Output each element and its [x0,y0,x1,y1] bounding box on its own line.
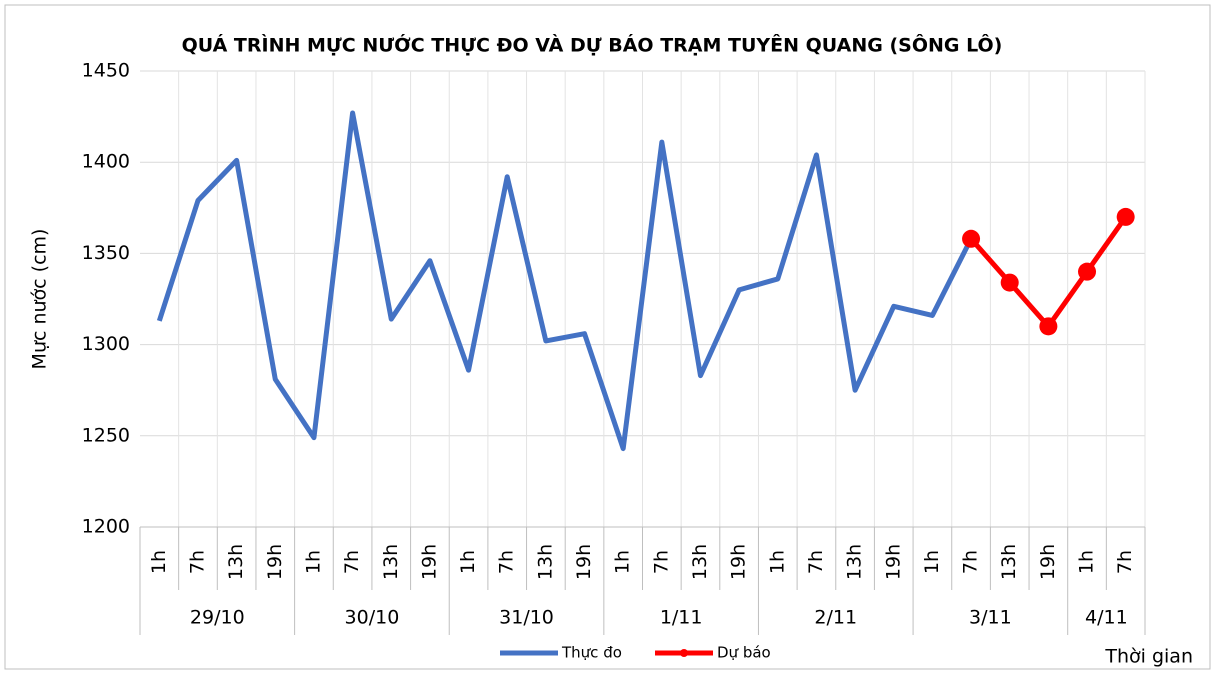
x-tick-label: 7h [650,550,672,574]
marker [962,229,981,248]
x-tick-label: 7h [1114,550,1136,574]
x-tick-label: 13h [225,544,247,580]
group-label: 3/11 [969,607,1012,629]
y-tick-label: 1200 [82,516,130,538]
x-tick-label: 19h [418,544,440,580]
y-tick-label: 1300 [82,333,130,355]
group-label: 30/10 [345,607,400,629]
x-tick-label: 1h [457,550,479,574]
x-tick-label: 1h [302,550,324,574]
y-tick-label: 1450 [82,60,130,82]
y-tick-label: 1250 [82,424,130,446]
marker [1078,262,1097,281]
group-label: 31/10 [499,607,554,629]
marker [1000,273,1019,292]
x-tick-label: 1h [612,550,634,574]
x-tick-label: 19h [264,544,286,580]
x-tick-label: 13h [844,544,866,580]
x-tick-label: 1h [921,550,943,574]
marker [1116,207,1135,226]
chart-border [4,4,1211,670]
x-tick-label: 7h [186,550,208,574]
x-tick-label: 19h [728,544,750,580]
x-tick-label: 13h [380,544,402,580]
x-tick-label: 1h [766,550,788,574]
y-axis-title: Mực nước (cm) [29,229,51,370]
x-tick-label: 13h [998,544,1020,580]
legend-label: Thực đo [561,644,622,662]
y-tick-label: 1350 [82,242,130,264]
y-tick-label: 1400 [82,151,130,173]
x-tick-label: 7h [341,550,363,574]
x-axis-title: Thời gian [1104,646,1193,668]
group-label: 29/10 [190,607,245,629]
x-tick-label: 13h [689,544,711,580]
x-tick-label: 1h [148,550,170,574]
x-tick-label: 19h [1037,544,1059,580]
x-tick-label: 1h [1076,550,1098,574]
x-tick-label: 7h [960,550,982,574]
x-tick-label: 19h [882,544,904,580]
group-label: 2/11 [814,607,857,629]
marker [1039,317,1058,336]
chart-title: QUÁ TRÌNH MỰC NƯỚC THỰC ĐO VÀ DỰ BÁO TRẠ… [182,33,1003,57]
group-label: 4/11 [1085,607,1128,629]
x-tick-label: 7h [496,550,518,574]
x-tick-label: 19h [573,544,595,580]
group-label: 1/11 [660,607,703,629]
legend-label: Dự báo [717,644,771,662]
legend-marker [680,649,688,657]
line [156,110,974,452]
x-tick-label: 7h [805,550,827,574]
x-tick-label: 13h [534,544,556,580]
